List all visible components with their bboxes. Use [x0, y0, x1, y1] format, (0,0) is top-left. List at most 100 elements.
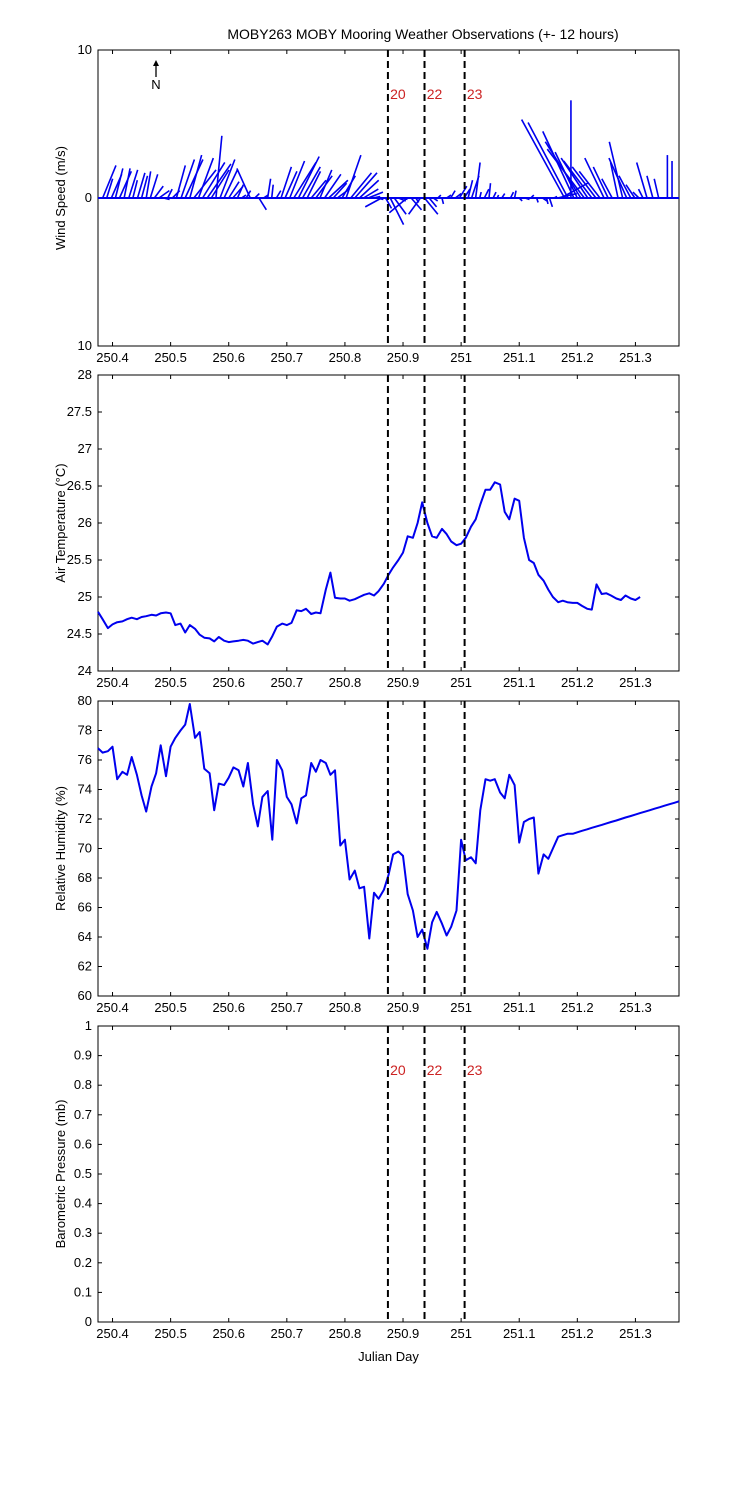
wind-vector	[389, 197, 405, 225]
wind-vector	[407, 197, 422, 215]
wind-vector	[167, 188, 173, 199]
y-tick-label: 25	[78, 589, 92, 604]
y-tick-label: 28	[78, 367, 92, 382]
x-tick-label: 250.9	[387, 1326, 420, 1341]
x-tick-label: 250.8	[329, 1326, 362, 1341]
wind-vector	[524, 197, 530, 201]
x-tick-label: 250.8	[329, 675, 362, 690]
x-tick-label: 250.7	[271, 1326, 304, 1341]
y-tick-label: 0	[85, 190, 92, 205]
wind-vector	[609, 162, 619, 199]
wind-vector	[219, 159, 236, 199]
x-tick-label: 251.2	[561, 1000, 594, 1015]
wind-vector	[350, 172, 373, 199]
y-tick-label: 0.7	[74, 1107, 92, 1122]
wind-vector	[601, 178, 613, 199]
wind-vector	[548, 197, 554, 208]
x-tick-label: 250.9	[387, 675, 420, 690]
y-tick-label: 80	[78, 693, 92, 708]
x-tick-label: 250.6	[212, 1326, 245, 1341]
cast-label: 20	[390, 1062, 406, 1078]
wind-vector	[535, 197, 539, 203]
x-tick-label: 251	[450, 1000, 472, 1015]
wind-vector	[206, 163, 232, 199]
wind-vector	[513, 190, 517, 199]
wind-vector	[501, 193, 506, 199]
wind-vector	[297, 156, 320, 199]
wind-vector	[428, 197, 438, 208]
x-tick-label: 250.6	[212, 1000, 245, 1015]
y-tick-label: 0.4	[74, 1196, 92, 1211]
wind-vector	[158, 189, 170, 199]
wind-vector	[454, 192, 462, 199]
x-tick-label: 250.5	[154, 675, 187, 690]
x-tick-label: 250.7	[271, 675, 304, 690]
wind-vector	[446, 194, 452, 199]
wind-vector	[175, 165, 187, 199]
wind-vector	[288, 160, 306, 199]
x-tick-label: 251.3	[619, 1326, 652, 1341]
x-tick-label: 250.4	[96, 1326, 129, 1341]
chart-panel-1: 250.4 250.5 250.6 250.7 250.8 250.9 251 251.1 25…	[53, 42, 680, 365]
wind-vector	[258, 197, 268, 211]
y-tick-label: 27	[78, 441, 92, 456]
series-line-1	[97, 703, 680, 950]
y-tick-label: 0.3	[74, 1225, 92, 1240]
wind-vector	[388, 197, 408, 214]
y-tick-label: 68	[78, 870, 92, 885]
wind-vector	[483, 188, 490, 199]
y-tick-label: 74	[78, 782, 92, 797]
wind-vector	[280, 166, 293, 199]
wind-vector	[114, 168, 124, 199]
x-tick-label: 250.4	[96, 1000, 129, 1015]
x-tick-label: 250.5	[154, 1326, 187, 1341]
wind-vector	[584, 157, 605, 199]
y-axis-label: Wind Speed (m/s)	[53, 146, 68, 250]
x-tick-label: 251.2	[561, 1326, 594, 1341]
wind-vector	[578, 170, 601, 199]
x-tick-label: 250.7	[271, 1000, 304, 1015]
wind-vector	[646, 175, 654, 199]
wind-vector	[449, 190, 456, 199]
x-tick-label: 250.4	[96, 350, 129, 365]
wind-vector	[310, 179, 327, 199]
wind-vector	[215, 135, 223, 199]
wind-vector	[201, 162, 226, 199]
x-tick-label: 251.2	[561, 675, 594, 690]
wind-vector	[372, 195, 381, 199]
cast-label: 22	[427, 86, 443, 102]
x-tick-label: 251	[450, 675, 472, 690]
wind-vector	[625, 184, 636, 199]
x-tick-label: 251.1	[503, 1000, 536, 1015]
y-tick-label: 60	[78, 988, 92, 1003]
wind-vector	[509, 191, 515, 199]
y-tick-label: 1	[85, 1018, 92, 1033]
wind-vector	[520, 119, 566, 199]
y-tick-label: 26	[78, 515, 92, 530]
y-tick-label: 0.2	[74, 1255, 92, 1270]
y-tick-label: 0.1	[74, 1284, 92, 1299]
y-tick-label: 27.5	[67, 404, 92, 419]
wind-vector	[618, 175, 632, 199]
wind-vector	[149, 174, 159, 199]
wind-vector	[189, 154, 203, 199]
wind-vector	[275, 190, 282, 199]
wind-vector	[592, 166, 609, 199]
x-tick-label: 250.9	[387, 350, 420, 365]
figure-title: MOBY263 MOBY Mooring Weather Observation…	[227, 26, 618, 42]
north-label: N	[151, 77, 160, 92]
y-tick-label: 0	[85, 1314, 92, 1329]
wind-vector	[563, 160, 593, 199]
wind-vector	[474, 162, 481, 199]
y-axis-label: Air Temperature (°C)	[53, 463, 68, 582]
wind-vector	[128, 169, 139, 199]
y-tick-label: 24	[78, 663, 92, 678]
wind-vector	[367, 191, 384, 199]
wind-vector	[163, 197, 170, 201]
x-tick-label: 251.3	[619, 350, 652, 365]
x-tick-label: 250.6	[212, 350, 245, 365]
wind-vector	[266, 178, 272, 199]
wind-vector	[423, 197, 439, 215]
wind-vector	[492, 191, 497, 199]
